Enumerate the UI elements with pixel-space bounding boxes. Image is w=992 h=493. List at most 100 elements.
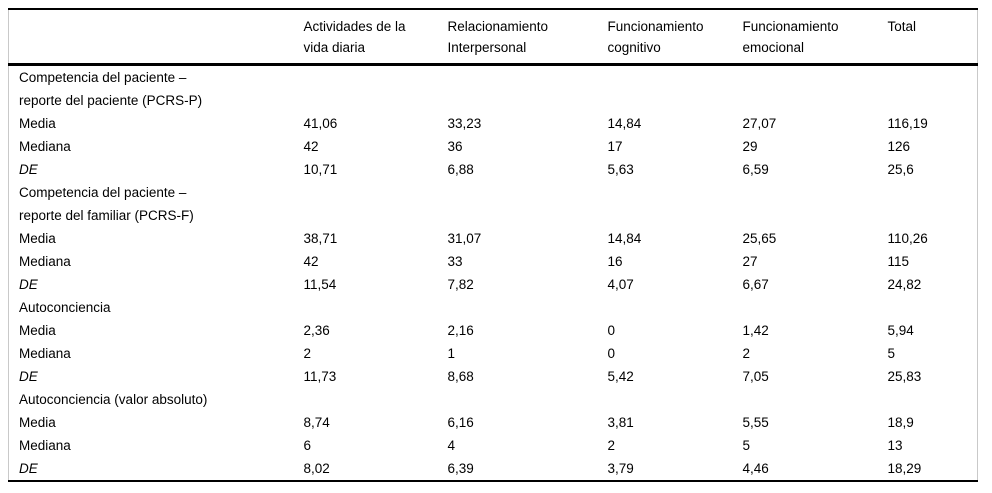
row-label: Mediana bbox=[19, 254, 71, 269]
value-cell: 27 bbox=[742, 254, 758, 269]
value-cell: 6,67 bbox=[742, 277, 769, 292]
value-cell: 2,36 bbox=[303, 323, 330, 338]
value-cell: 25,6 bbox=[887, 162, 914, 177]
value-cell: 24,82 bbox=[887, 277, 922, 292]
table-row: Mediana 2 1 0 2 5 bbox=[9, 342, 978, 365]
empty-cell bbox=[448, 181, 608, 227]
empty-cell bbox=[743, 181, 888, 227]
value-cell: 11,73 bbox=[303, 369, 337, 384]
empty-cell bbox=[448, 388, 608, 411]
empty-cell bbox=[608, 388, 743, 411]
value-cell: 42 bbox=[303, 254, 319, 269]
value-cell: 14,84 bbox=[607, 231, 642, 246]
empty-cell bbox=[608, 296, 743, 319]
empty-cell bbox=[743, 296, 888, 319]
empty-cell bbox=[304, 388, 448, 411]
table-header: Actividades de la vida diaria Relacionami… bbox=[8, 9, 978, 65]
value-cell: 25,83 bbox=[887, 369, 922, 384]
value-cell: 110,26 bbox=[887, 231, 928, 246]
value-cell: 1,42 bbox=[742, 323, 769, 338]
value-cell: 6,16 bbox=[447, 415, 474, 430]
table-row: Media 8,74 6,16 3,81 5,55 18,9 bbox=[9, 411, 978, 434]
value-cell: 10,71 bbox=[303, 162, 338, 177]
row-label: DE bbox=[19, 277, 38, 292]
value-cell: 6 bbox=[303, 438, 312, 453]
value-cell: 36 bbox=[447, 139, 463, 154]
row-label: DE bbox=[19, 162, 38, 177]
value-cell: 27,07 bbox=[742, 116, 777, 131]
column-header: Relacionamiento Interpersonal bbox=[447, 19, 549, 55]
empty-cell bbox=[608, 181, 743, 227]
section-label: Autoconciencia bbox=[19, 300, 111, 315]
empty-cell bbox=[888, 388, 978, 411]
value-cell: 7,05 bbox=[742, 369, 769, 384]
value-cell: 25,65 bbox=[742, 231, 777, 246]
header-row: Actividades de la vida diaria Relacionami… bbox=[8, 9, 978, 65]
value-cell: 3,81 bbox=[607, 415, 634, 430]
value-cell: 2 bbox=[607, 438, 616, 453]
value-cell: 4 bbox=[447, 438, 456, 453]
value-cell: 18,9 bbox=[887, 415, 914, 430]
row-label: Media bbox=[19, 323, 56, 338]
section-label: Competencia del paciente – reporte del p… bbox=[19, 70, 203, 108]
table-body: Competencia del paciente – reporte del p… bbox=[9, 65, 978, 482]
section-row: Autoconciencia bbox=[9, 296, 978, 319]
value-cell: 126 bbox=[887, 139, 911, 154]
value-cell: 13 bbox=[887, 438, 903, 453]
empty-cell bbox=[304, 296, 448, 319]
value-cell: 0 bbox=[607, 346, 616, 361]
column-header: Funcionamiento cognitivo bbox=[607, 19, 704, 55]
table-row: Media 38,71 31,07 14,84 25,65 110,26 bbox=[9, 227, 978, 250]
value-cell: 0 bbox=[607, 323, 616, 338]
row-label: DE bbox=[19, 461, 38, 476]
row-label: Mediana bbox=[19, 346, 71, 361]
empty-cell bbox=[448, 65, 608, 113]
section-row: Autoconciencia (valor absoluto) bbox=[9, 388, 978, 411]
value-cell: 41,06 bbox=[303, 116, 338, 131]
section-label: Competencia del paciente – reporte del f… bbox=[19, 185, 194, 223]
section-label: Autoconciencia (valor absoluto) bbox=[19, 392, 208, 407]
value-cell: 6,59 bbox=[742, 162, 769, 177]
row-label: Media bbox=[19, 231, 56, 246]
value-cell: 5 bbox=[742, 438, 751, 453]
value-cell: 116,19 bbox=[887, 116, 928, 131]
empty-cell bbox=[888, 181, 978, 227]
value-cell: 8,74 bbox=[303, 415, 330, 430]
statistics-table: Actividades de la vida diaria Relacionami… bbox=[8, 8, 978, 482]
value-cell: 6,88 bbox=[447, 162, 474, 177]
value-cell: 115 bbox=[887, 254, 910, 269]
empty-cell bbox=[304, 181, 448, 227]
table-row: Media 2,36 2,16 0 1,42 5,94 bbox=[9, 319, 978, 342]
value-cell: 1 bbox=[447, 346, 456, 361]
table-row: Media 41,06 33,23 14,84 27,07 116,19 bbox=[9, 112, 978, 135]
row-label: Media bbox=[19, 415, 56, 430]
column-header: Total bbox=[887, 19, 917, 34]
value-cell: 33,23 bbox=[447, 116, 482, 131]
value-cell: 5,63 bbox=[607, 162, 634, 177]
value-cell: 17 bbox=[607, 139, 623, 154]
value-cell: 16 bbox=[607, 254, 623, 269]
value-cell: 4,46 bbox=[742, 461, 769, 476]
section-row: Competencia del paciente – reporte del p… bbox=[9, 65, 978, 113]
table-row: DE 11,54 7,82 4,07 6,67 24,82 bbox=[9, 273, 978, 296]
table-row: DE 8,02 6,39 3,79 4,46 18,29 bbox=[9, 457, 978, 481]
column-header: Actividades de la vida diaria bbox=[303, 19, 406, 55]
value-cell: 42 bbox=[303, 139, 319, 154]
value-cell: 14,84 bbox=[607, 116, 642, 131]
table-row: Mediana 6 4 2 5 13 bbox=[9, 434, 978, 457]
value-cell: 8,02 bbox=[303, 461, 330, 476]
row-label: Media bbox=[19, 116, 56, 131]
value-cell: 4,07 bbox=[607, 277, 634, 292]
empty-cell bbox=[304, 65, 448, 113]
value-cell: 18,29 bbox=[887, 461, 922, 476]
empty-cell bbox=[448, 296, 608, 319]
value-cell: 11,54 bbox=[303, 277, 337, 292]
value-cell: 7,82 bbox=[447, 277, 474, 292]
empty-cell bbox=[888, 65, 978, 113]
value-cell: 5,94 bbox=[887, 323, 914, 338]
value-cell: 2 bbox=[303, 346, 312, 361]
value-cell: 5 bbox=[887, 346, 896, 361]
value-cell: 33 bbox=[447, 254, 463, 269]
empty-cell bbox=[743, 65, 888, 113]
